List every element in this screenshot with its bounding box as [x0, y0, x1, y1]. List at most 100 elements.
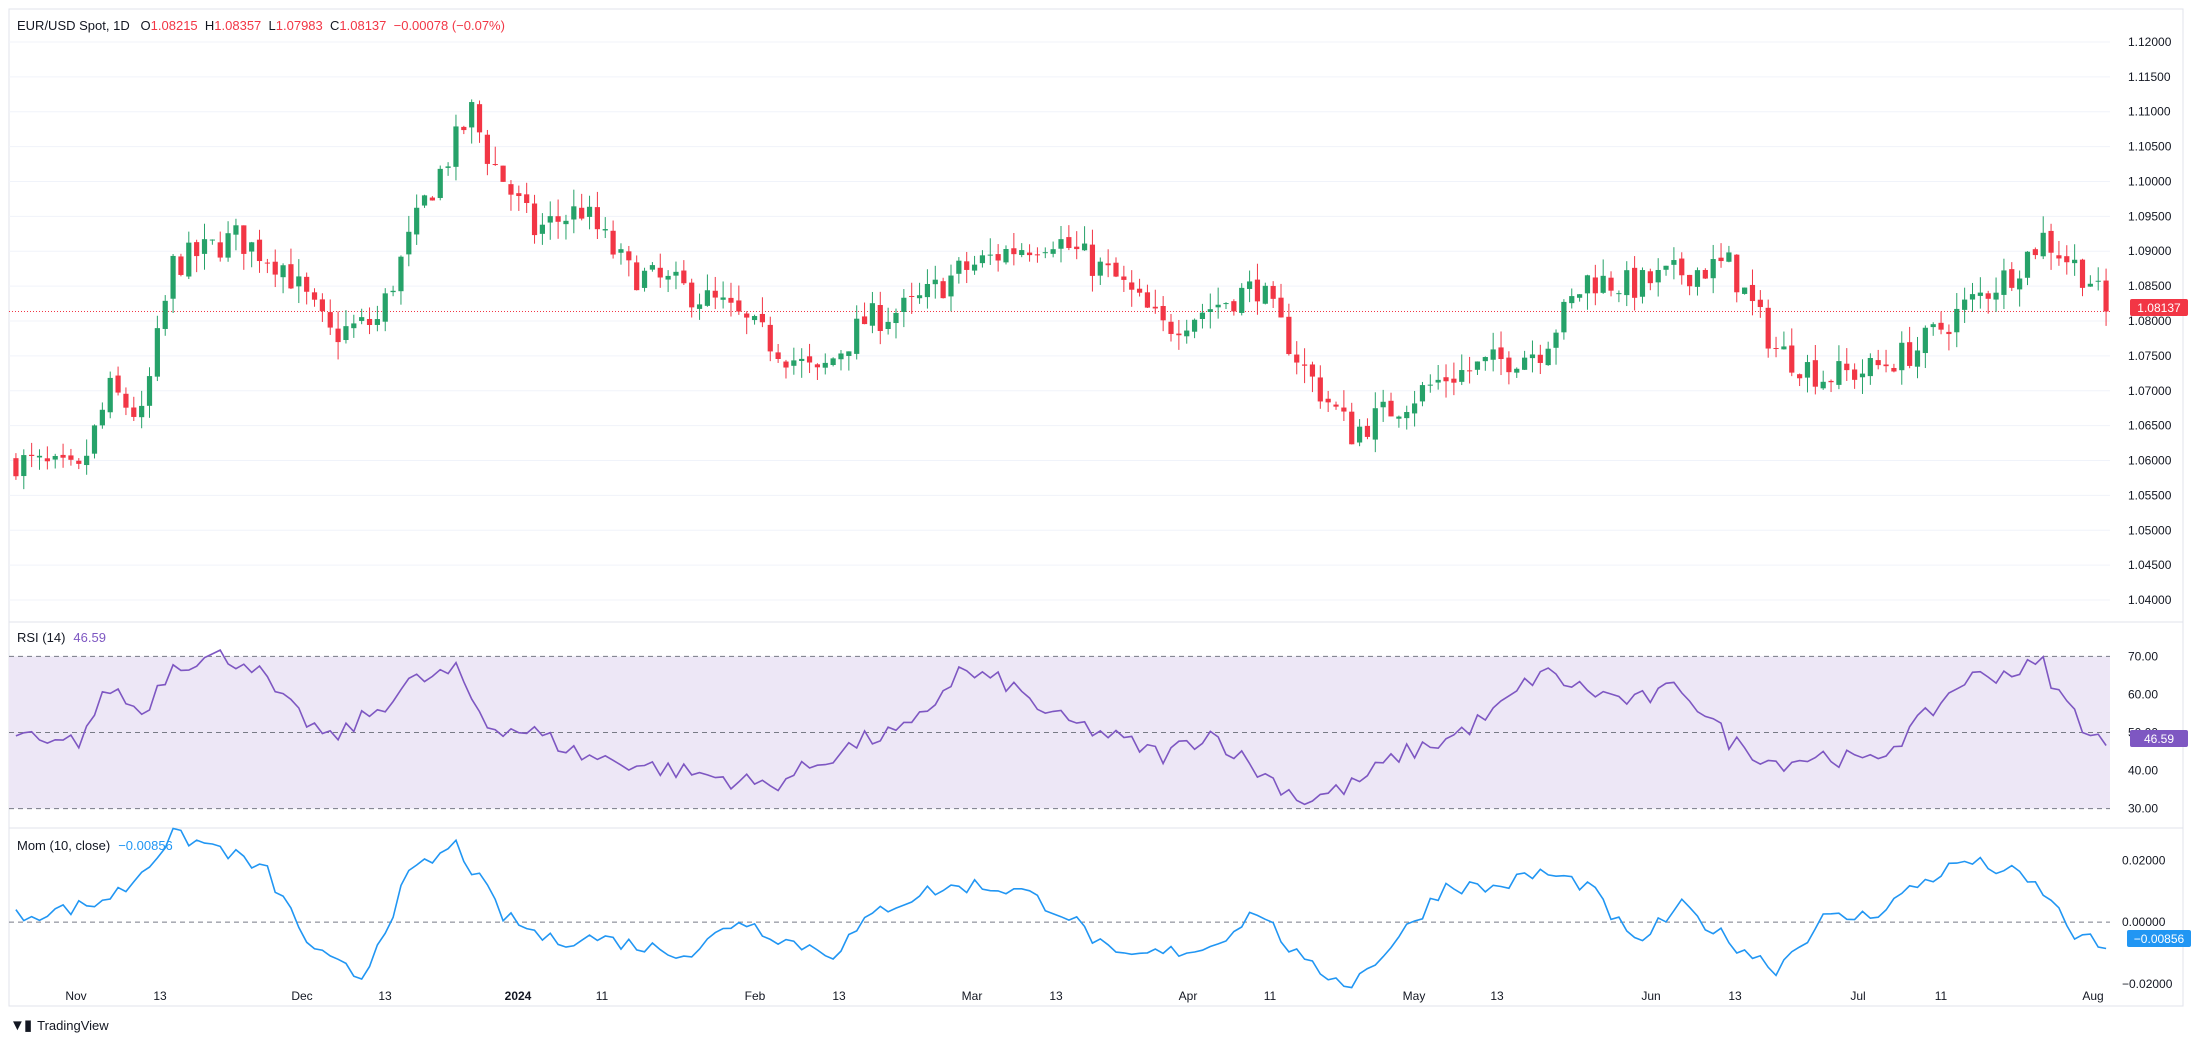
candle-body	[531, 203, 538, 236]
momentum-line	[15, 827, 2107, 989]
candle-body	[1396, 416, 1402, 419]
candle-body	[1191, 319, 1198, 332]
symbol-label: EUR/USD Spot, 1D	[17, 18, 130, 33]
candle-body	[1804, 362, 1811, 378]
price-tick-label: 1.06500	[2128, 419, 2172, 433]
x-tick-label: Nov	[65, 989, 86, 1003]
candle-body	[2009, 269, 2015, 288]
candle-body	[84, 455, 90, 466]
candle-body	[209, 239, 215, 241]
candle-body	[1152, 306, 1158, 309]
x-tick-label: Jul	[1850, 989, 1865, 1003]
candle-body	[1797, 374, 1803, 379]
tradingview-name: TradingView	[37, 1017, 109, 1033]
price-tick-label: 1.11000	[2128, 105, 2171, 119]
candle-body	[1663, 265, 1669, 270]
candle-body	[437, 168, 443, 198]
candle-body	[107, 377, 113, 413]
candle-body	[1490, 349, 1496, 360]
candle-body	[1246, 281, 1253, 289]
candle-body	[2103, 280, 2109, 312]
candle-body	[696, 304, 703, 309]
candle-body	[1820, 381, 1826, 389]
candle-body	[563, 220, 569, 225]
rsi-tick-label: 40.00	[2128, 764, 2158, 778]
candle-body	[1962, 299, 1968, 310]
candle-body	[1765, 307, 1771, 349]
candle-body	[987, 254, 993, 256]
candle-body	[296, 276, 302, 287]
candle-body	[1742, 287, 1748, 294]
candle-body	[366, 318, 373, 325]
candle-body	[956, 260, 962, 274]
candle-body	[712, 290, 718, 298]
candle-body	[1883, 364, 1889, 367]
candle-body	[767, 324, 773, 352]
candle-body	[492, 164, 498, 166]
rsi-band	[9, 655, 2110, 810]
price-tick-label: 1.06000	[2128, 454, 2172, 468]
candle-body	[1679, 258, 1685, 276]
candle-body	[649, 265, 656, 270]
candle-body	[194, 242, 200, 257]
candle-body	[1812, 360, 1818, 387]
candle-body	[1097, 261, 1103, 276]
candle-body	[186, 242, 192, 277]
candle-body	[940, 281, 946, 299]
candle-body	[2032, 249, 2038, 256]
candle-body	[1270, 285, 1276, 299]
candle-body	[500, 165, 506, 182]
candle-body	[91, 425, 98, 454]
x-tick-label: 13	[1490, 989, 1504, 1003]
candle-body	[359, 317, 365, 321]
candle-body	[217, 242, 223, 258]
candle-body	[759, 313, 766, 323]
price-candles	[13, 99, 2109, 490]
price-tick-label: 1.04000	[2128, 593, 2172, 607]
x-tick-label: Dec	[291, 989, 312, 1003]
price-tick-label: 1.09000	[2128, 244, 2172, 258]
candle-body	[830, 358, 836, 366]
candle-body	[1482, 357, 1488, 362]
candle-body	[1907, 342, 1913, 366]
candle-body	[2001, 270, 2007, 295]
candle-body	[673, 271, 679, 276]
tradingview-logo[interactable]: ▼▮ TradingView	[10, 1016, 109, 1034]
candle-body	[1435, 379, 1441, 383]
candle-body	[1411, 403, 1418, 414]
candle-body	[1309, 364, 1316, 377]
price-tick-label: 1.05500	[2128, 488, 2172, 502]
price-tick-label: 1.08500	[2128, 279, 2172, 293]
candle-body	[1026, 252, 1033, 256]
candle-body	[1144, 292, 1151, 308]
candle-body	[1553, 332, 1559, 348]
candle-body	[1011, 248, 1017, 255]
candle-body	[838, 353, 844, 360]
candle-body	[374, 319, 380, 325]
candle-body	[1239, 287, 1245, 313]
candle-body	[1529, 354, 1536, 359]
candle-body	[924, 283, 931, 298]
candle-body	[453, 126, 459, 167]
candle-body	[1325, 398, 1331, 403]
candle-body	[1278, 297, 1284, 318]
candle-body	[1592, 277, 1598, 294]
x-tick-label: 11	[1935, 989, 1948, 1003]
candle-body	[2024, 251, 2031, 278]
candle-body	[971, 264, 978, 271]
candle-body	[1608, 277, 1614, 291]
candle-body	[736, 300, 742, 312]
candle-body	[539, 224, 545, 234]
candle-body	[288, 264, 294, 289]
change-value: −0.00078 (−0.07%)	[393, 18, 505, 33]
candle-body	[249, 242, 255, 252]
candle-body	[901, 297, 907, 312]
candle-body	[1844, 363, 1850, 371]
candle-body	[728, 297, 734, 303]
candle-body	[1561, 301, 1567, 333]
candle-body	[665, 275, 671, 280]
candle-body	[2087, 283, 2093, 287]
candle-body	[806, 356, 813, 363]
rsi-value: 46.59	[73, 630, 106, 645]
candle-body	[1710, 259, 1716, 279]
